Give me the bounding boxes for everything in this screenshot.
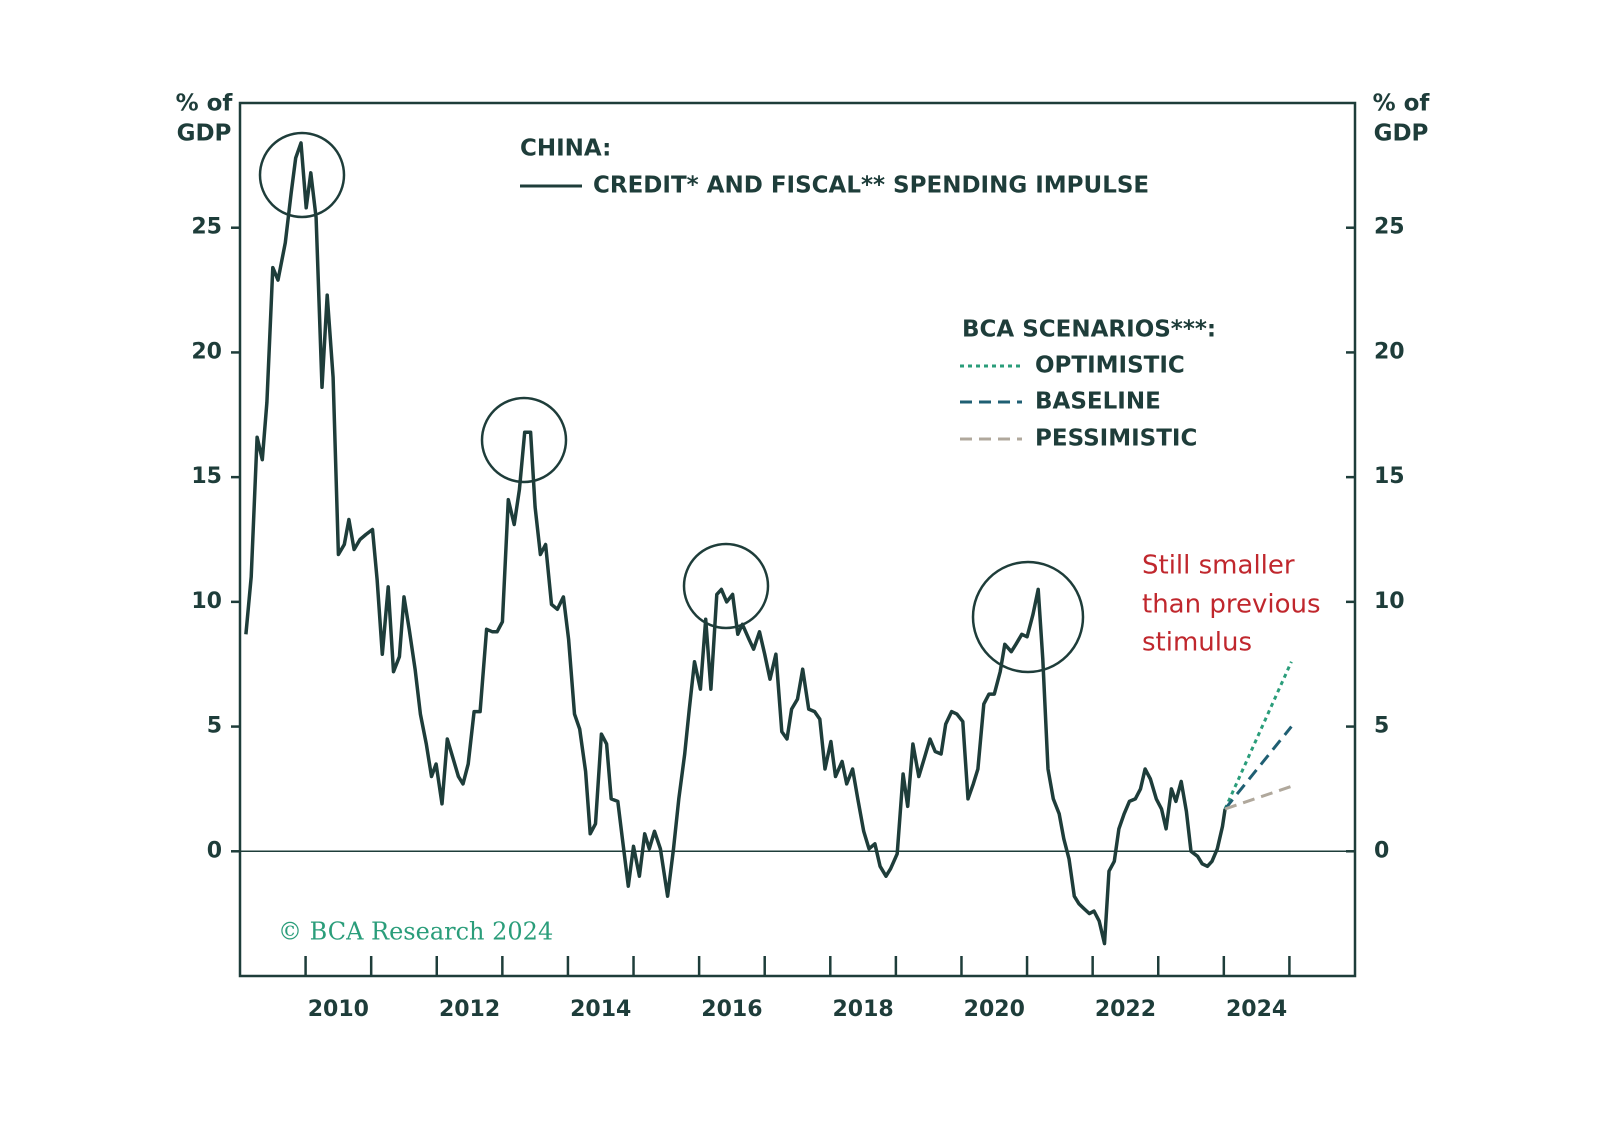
x-tick-label: 2014 [570, 997, 631, 1022]
y-tick-label: 15 [191, 464, 222, 489]
y2-tick-label: 25 [1374, 215, 1405, 240]
chart-title: CHINA: [520, 136, 611, 162]
x-tick-label: 2022 [1095, 997, 1156, 1022]
x-tick-label: 2020 [964, 997, 1025, 1022]
plot-frame [238, 101, 1357, 978]
series-line [1223, 661, 1293, 810]
highlight-circle [682, 542, 770, 630]
y-tick-label: 25 [191, 215, 222, 240]
series-line [1224, 784, 1292, 811]
x-tick-label: 2016 [701, 997, 762, 1022]
series-line [244, 141, 1227, 946]
highlight-circle [971, 560, 1085, 674]
annotation: stimulus [1142, 628, 1252, 658]
highlight-circle [258, 131, 346, 219]
y2-axis-label: GDP [1374, 121, 1429, 147]
y-axis-label: GDP [177, 121, 232, 147]
x-tick-label: 2024 [1226, 997, 1287, 1022]
y2-tick-label: 0 [1374, 838, 1389, 863]
y-tick-label: 0 [207, 838, 222, 863]
highlight-circle [480, 396, 568, 484]
x-tick-label: 2018 [832, 997, 893, 1022]
annotation: Still smaller [1142, 551, 1295, 581]
x-tick-label: 2012 [439, 997, 500, 1022]
y2-tick-label: 20 [1374, 339, 1405, 364]
y-tick-label: 10 [191, 589, 222, 614]
y2-tick-label: 5 [1374, 714, 1389, 739]
legend-title: BCA SCENARIOS***: [962, 317, 1216, 343]
y-tick-label: 5 [207, 714, 222, 739]
y2-tick-label: 15 [1374, 464, 1405, 489]
y-tick-label: 20 [191, 339, 222, 364]
legend-label: PESSIMISTIC [1035, 426, 1197, 452]
source: © BCA Research 2024 [278, 918, 553, 946]
legend-label: OPTIMISTIC [1035, 353, 1185, 379]
x-tick-label: 2010 [308, 997, 369, 1022]
y2-tick-label: 10 [1374, 589, 1405, 614]
annotation: than previous [1142, 590, 1321, 620]
legend-label: BASELINE [1035, 389, 1161, 415]
y2-axis-label: % of [1373, 91, 1431, 117]
y-axis-label: % of [176, 91, 234, 117]
legend-label: CREDIT* AND FISCAL** SPENDING IMPULSE [593, 173, 1149, 199]
